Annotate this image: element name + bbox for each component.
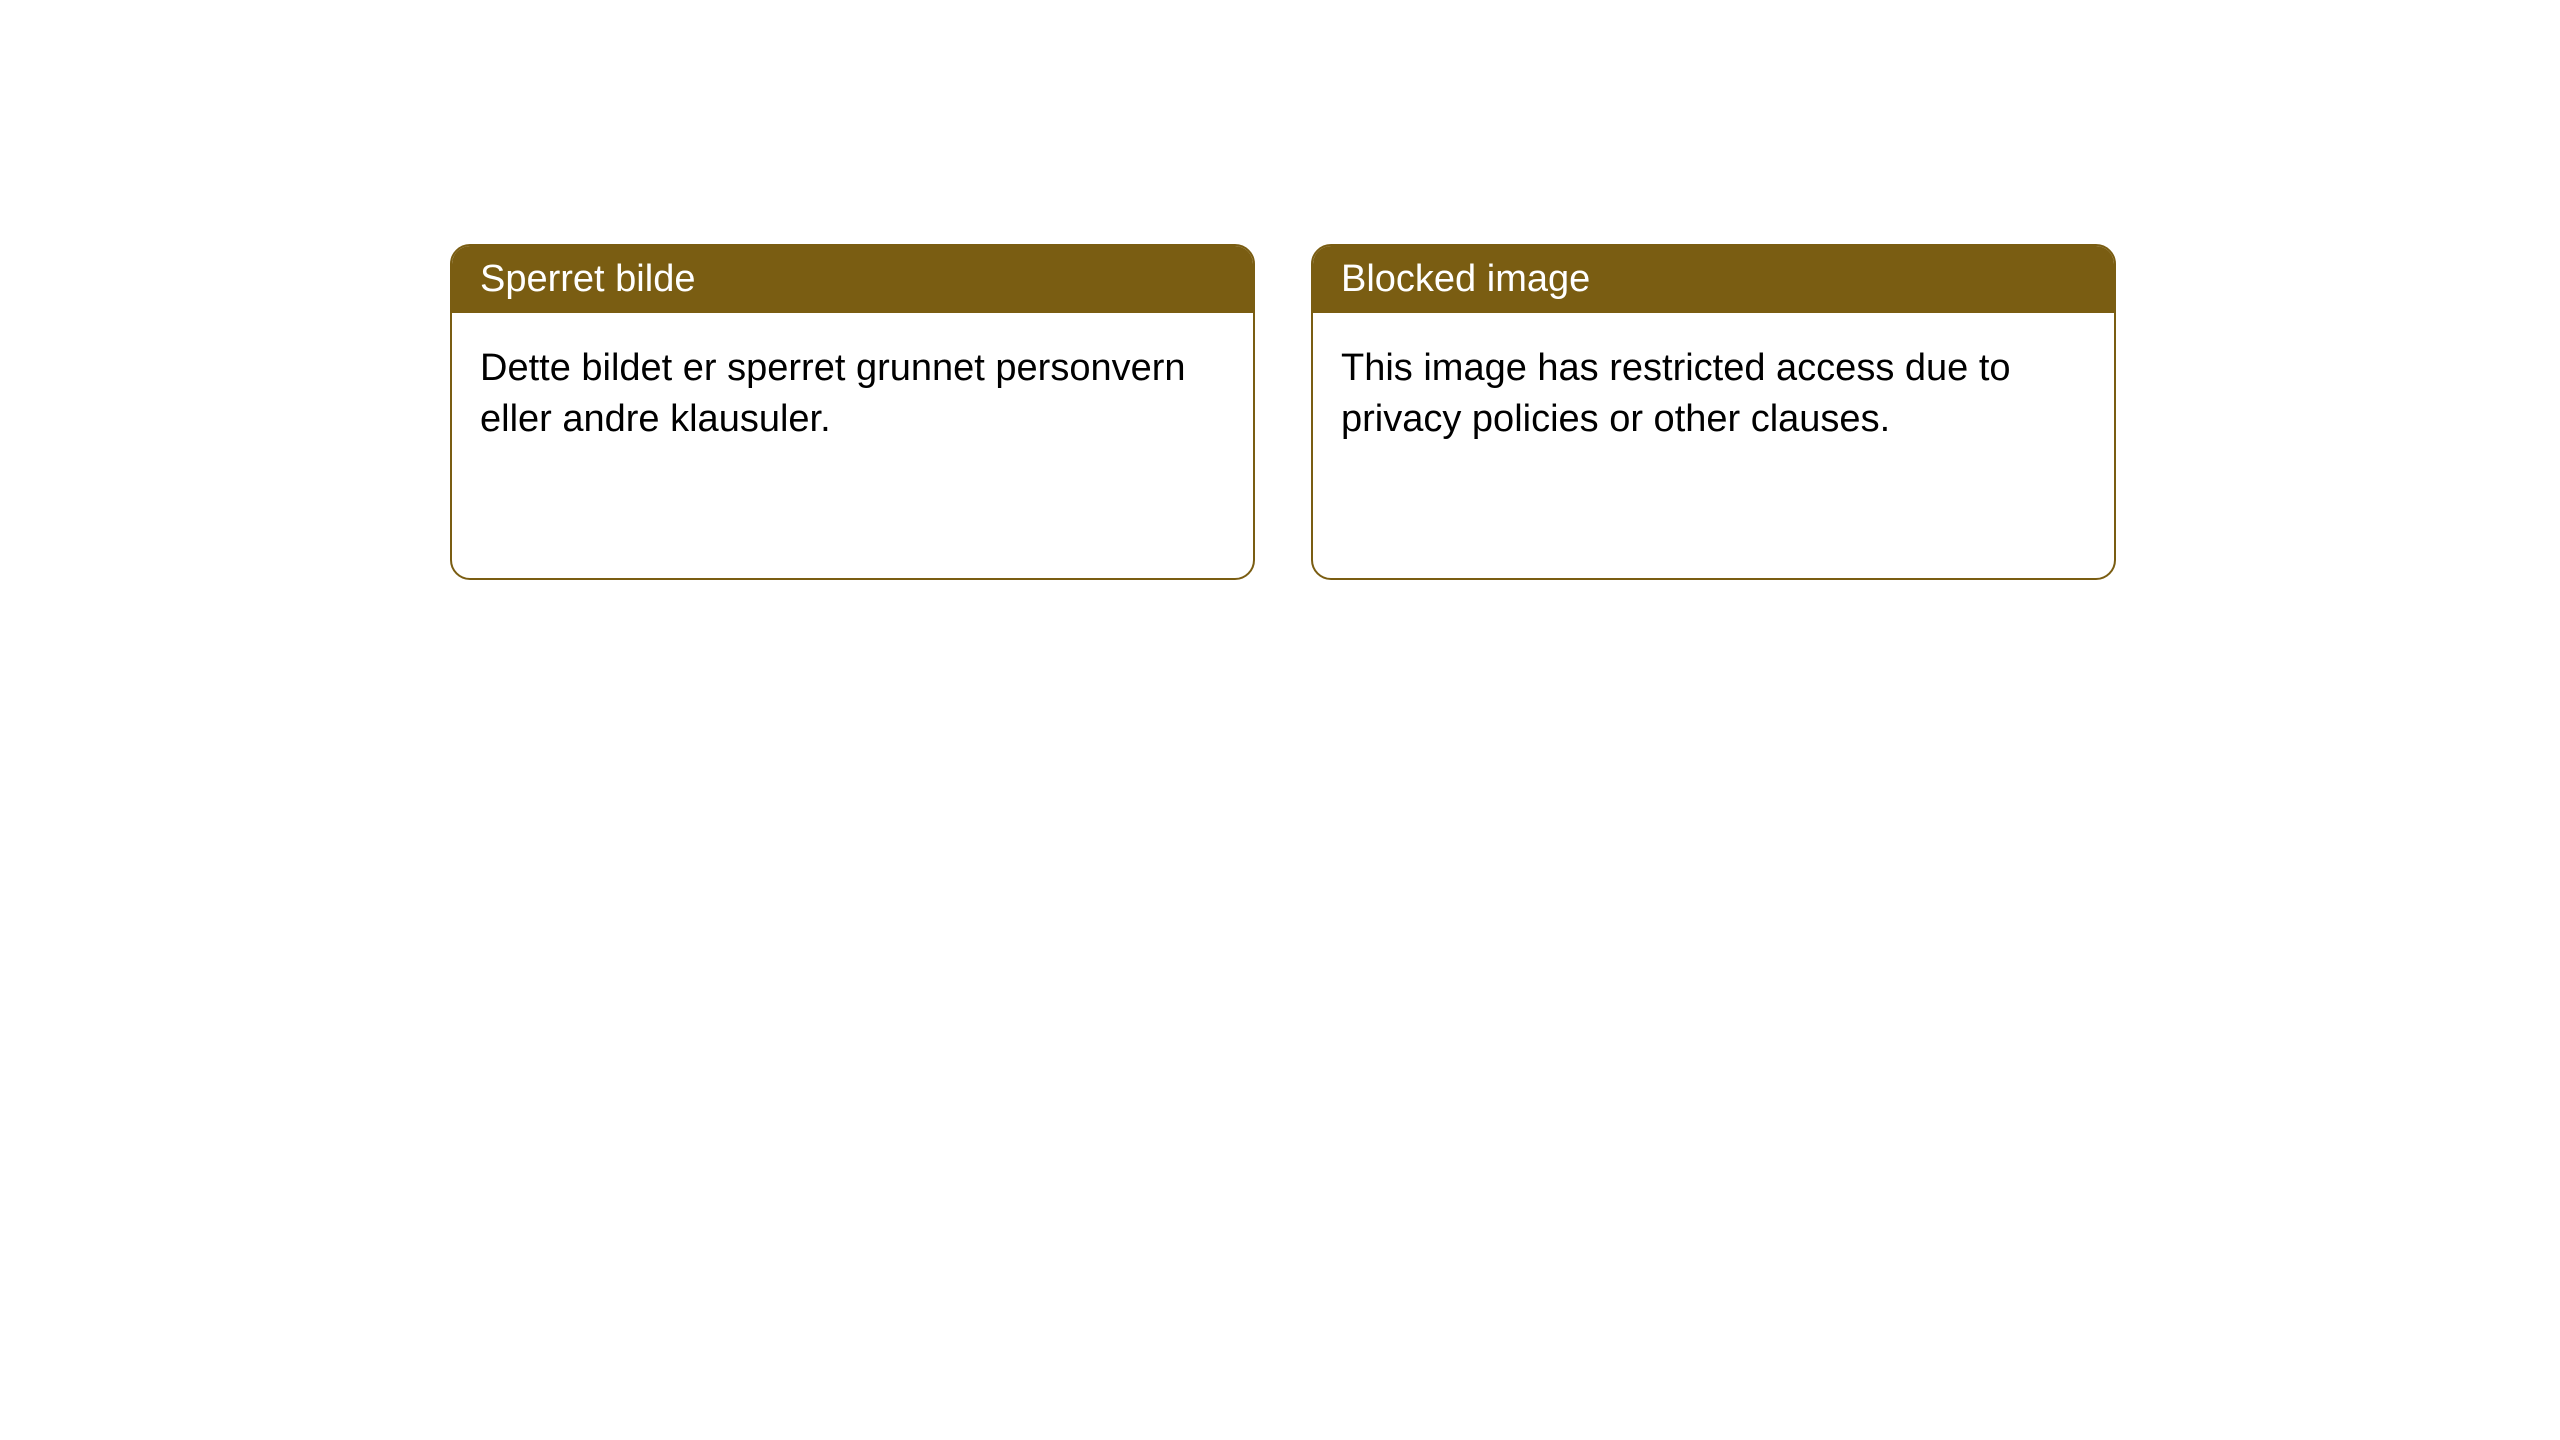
notice-body: Dette bildet er sperret grunnet personve… bbox=[452, 313, 1253, 476]
notice-body: This image has restricted access due to … bbox=[1313, 313, 2114, 476]
notice-header: Sperret bilde bbox=[452, 246, 1253, 313]
notice-box-english: Blocked image This image has restricted … bbox=[1311, 244, 2116, 580]
notice-title: Blocked image bbox=[1341, 258, 1590, 300]
notice-message: This image has restricted access due to … bbox=[1341, 347, 2011, 440]
notice-container: Sperret bilde Dette bildet er sperret gr… bbox=[0, 0, 2560, 580]
notice-message: Dette bildet er sperret grunnet personve… bbox=[480, 347, 1186, 440]
notice-header: Blocked image bbox=[1313, 246, 2114, 313]
notice-box-norwegian: Sperret bilde Dette bildet er sperret gr… bbox=[450, 244, 1255, 580]
notice-title: Sperret bilde bbox=[480, 258, 695, 300]
